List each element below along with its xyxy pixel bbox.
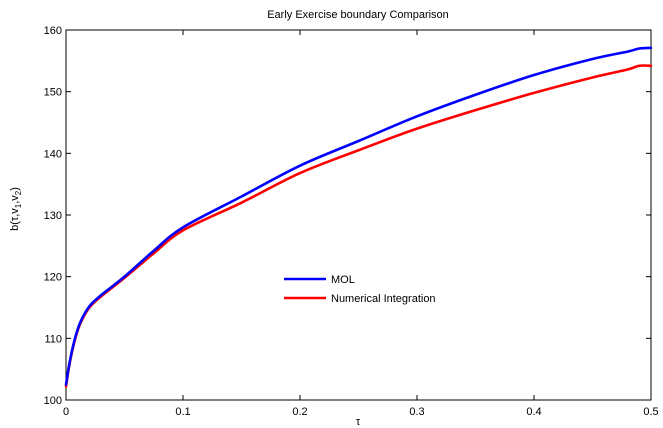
y-tick-label: 110 <box>44 333 62 345</box>
plot-area <box>65 29 652 401</box>
series-curves <box>64 46 653 388</box>
y-tick-label: 140 <box>44 148 62 160</box>
y-axis-label: b(τ,v1,v2) <box>9 187 23 231</box>
x-tick-label: 0.2 <box>292 406 307 418</box>
y-tick-label: 150 <box>44 87 62 99</box>
y-tick-label: 160 <box>44 25 62 37</box>
x-tick-label: 0.4 <box>526 406 541 418</box>
legend-label-mol: MOL <box>331 274 355 286</box>
y-label-sub-1: 1 <box>14 203 23 208</box>
chart-title: Early Exercise boundary Comparison <box>267 9 449 21</box>
x-tick-label: 0.5 <box>643 406 658 418</box>
x-tick-label: 0.1 <box>175 406 190 418</box>
x-tick-label: 0.3 <box>409 406 424 418</box>
legend: MOL Numerical Integration <box>284 274 436 305</box>
x-tick-label: 0 <box>63 406 69 418</box>
y-tick-label: 130 <box>44 210 62 222</box>
axis-ticks: 0 0.1 0.2 0.3 0.4 0.5 100 110 120 130 140 150 160 <box>44 25 659 418</box>
y-tick-label: 120 <box>44 272 62 284</box>
series-line-mol <box>64 46 653 386</box>
legend-label-numerical-integration: Numerical Integration <box>331 293 436 305</box>
plot-frame <box>65 29 652 401</box>
y-tick-label: 100 <box>44 395 62 407</box>
y-label-sub-2: 2 <box>14 190 23 195</box>
x-axis-label: τ <box>356 416 361 428</box>
